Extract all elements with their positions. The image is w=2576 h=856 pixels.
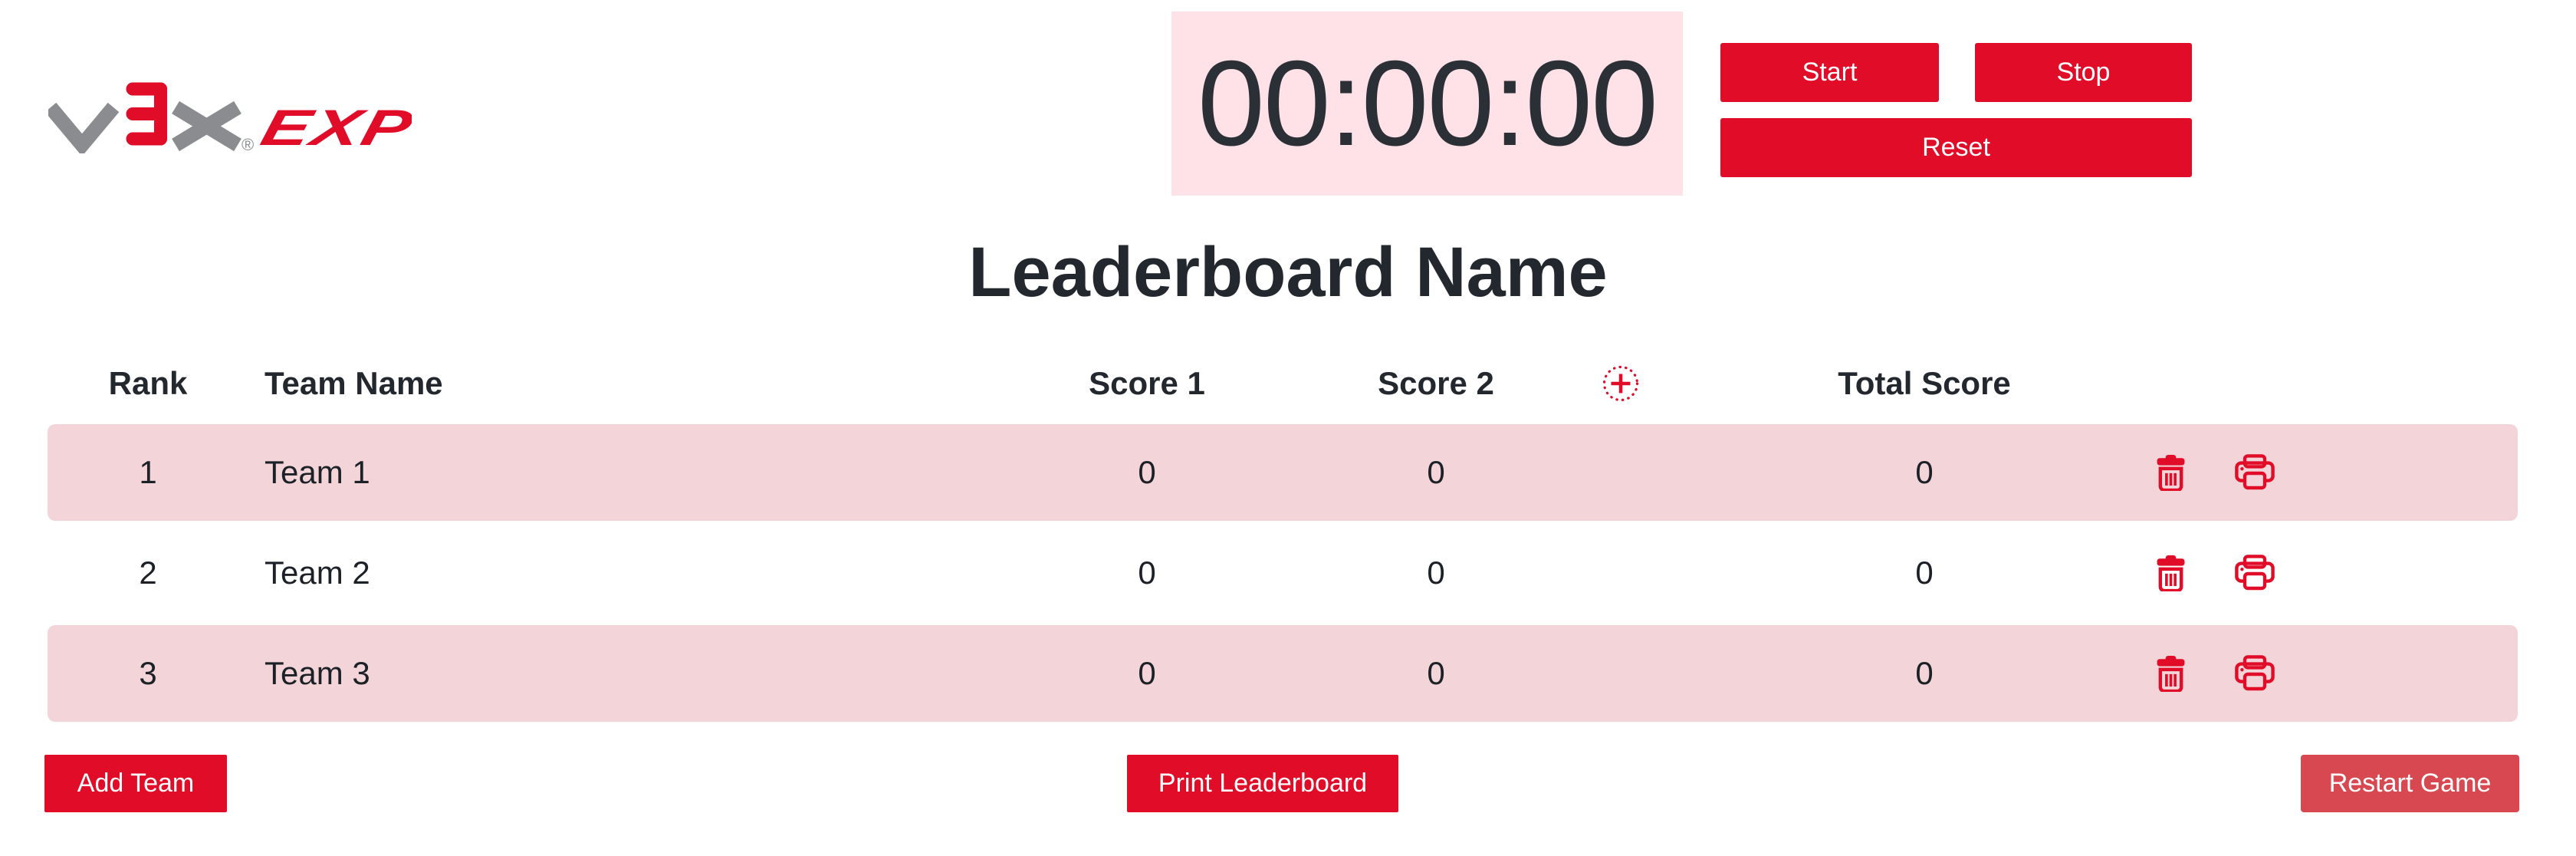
- total-score-cell: 0: [1915, 655, 1934, 691]
- restart-game-button[interactable]: Restart Game: [2301, 755, 2519, 812]
- column-header-rank: Rank: [108, 365, 188, 401]
- table-row: 2 Team 2 0 0 0: [48, 525, 2518, 621]
- trash-icon: [2157, 555, 2184, 591]
- trash-icon: [2157, 454, 2184, 491]
- timer-display: 00:00:00: [1197, 36, 1658, 171]
- total-score-cell: 0: [1915, 454, 1934, 490]
- column-header-total: Total Score: [1838, 365, 2011, 401]
- delete-team-button[interactable]: [2114, 655, 2226, 692]
- column-header-score1: Score 1: [1089, 365, 1205, 401]
- vex-exp-logo-graphic: ® EXP: [44, 82, 420, 156]
- logo-x: [172, 100, 242, 152]
- column-header-score2: Score 2: [1378, 365, 1494, 401]
- column-header-team: Team Name: [264, 365, 443, 401]
- add-team-button[interactable]: Add Team: [44, 755, 227, 812]
- rank-cell: 3: [139, 655, 157, 691]
- total-score-cell: 0: [1915, 555, 1934, 591]
- score2-cell[interactable]: 0: [1427, 655, 1445, 691]
- score1-cell[interactable]: 0: [1138, 454, 1156, 490]
- team-name-cell[interactable]: Team 3: [264, 655, 370, 691]
- printer-icon: [2235, 454, 2275, 490]
- table-row: 3 Team 3 0 0 0: [48, 625, 2518, 722]
- score2-cell[interactable]: 0: [1427, 555, 1445, 591]
- timer-panel: 00:00:00: [1171, 12, 1683, 196]
- rank-cell: 2: [139, 555, 157, 591]
- plus-dotted-circle-icon: [1602, 365, 1639, 402]
- team-name-cell[interactable]: Team 2: [264, 555, 370, 591]
- reset-button[interactable]: Reset: [1720, 118, 2192, 177]
- score2-cell[interactable]: 0: [1427, 454, 1445, 490]
- logo-registered-mark: ®: [242, 135, 254, 153]
- logo-e: [126, 82, 167, 146]
- vex-exp-logo: ® EXP: [44, 77, 420, 156]
- start-button[interactable]: Start: [1720, 43, 1939, 102]
- leaderboard-rows: 1 Team 1 0 0 0 2 Team: [48, 424, 2518, 726]
- delete-team-button[interactable]: [2114, 555, 2226, 591]
- printer-icon: [2235, 655, 2275, 691]
- logo-v: [44, 102, 120, 156]
- score1-cell[interactable]: 0: [1138, 555, 1156, 591]
- stop-button[interactable]: Stop: [1975, 43, 2192, 102]
- printer-icon: [2235, 555, 2275, 591]
- leaderboard-header-row: Rank Team Name Score 1 Score 2 Total Sco…: [48, 354, 2518, 413]
- score1-cell[interactable]: 0: [1138, 655, 1156, 691]
- print-team-button[interactable]: [2226, 454, 2283, 491]
- print-team-button[interactable]: [2226, 655, 2283, 692]
- add-column-button[interactable]: [1507, 364, 1734, 403]
- print-team-button[interactable]: [2226, 555, 2283, 591]
- logo-exp-text: EXP: [255, 100, 412, 153]
- table-row: 1 Team 1 0 0 0: [48, 424, 2518, 521]
- team-name-cell[interactable]: Team 1: [264, 454, 370, 490]
- trash-icon: [2157, 655, 2184, 692]
- leaderboard-title[interactable]: Leaderboard Name: [968, 233, 1608, 311]
- rank-cell: 1: [139, 454, 157, 490]
- delete-team-button[interactable]: [2114, 454, 2226, 491]
- print-leaderboard-button[interactable]: Print Leaderboard: [1127, 755, 1398, 812]
